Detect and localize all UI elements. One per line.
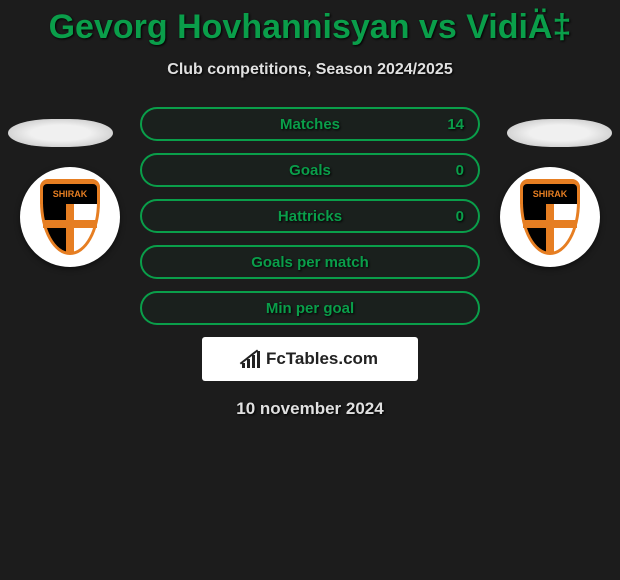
stat-row-goals: Goals 0 (140, 153, 480, 187)
subtitle: Club competitions, Season 2024/2025 (0, 61, 620, 79)
stat-row-hattricks: Hattricks 0 (140, 199, 480, 233)
stat-value: 14 (447, 116, 464, 133)
stat-label: Goals per match (142, 254, 478, 271)
stat-row-matches: Matches 14 (140, 107, 480, 141)
comparison-content: Matches 14 Goals 0 Hattricks 0 Goals per… (0, 107, 620, 419)
player-avatar-left (8, 119, 113, 147)
player-avatar-right (507, 119, 612, 147)
shield-icon (520, 179, 580, 255)
club-logo-left (20, 167, 120, 267)
date-label: 10 november 2024 (0, 399, 620, 419)
stat-value: 0 (456, 208, 464, 225)
stat-label: Goals (142, 162, 478, 179)
stats-table: Matches 14 Goals 0 Hattricks 0 Goals per… (140, 107, 480, 325)
shield-icon (40, 179, 100, 255)
stat-row-min-per-goal: Min per goal (140, 291, 480, 325)
stat-label: Min per goal (142, 300, 478, 317)
brand-text: FcTables.com (266, 349, 378, 369)
stat-value: 0 (456, 162, 464, 179)
stat-label: Hattricks (142, 208, 478, 225)
fctables-brand[interactable]: FcTables.com (202, 337, 418, 381)
club-logo-right (500, 167, 600, 267)
stat-row-goals-per-match: Goals per match (140, 245, 480, 279)
page-title: Gevorg Hovhannisyan vs VidiÄ‡ (0, 0, 620, 47)
stat-label: Matches (142, 116, 478, 133)
